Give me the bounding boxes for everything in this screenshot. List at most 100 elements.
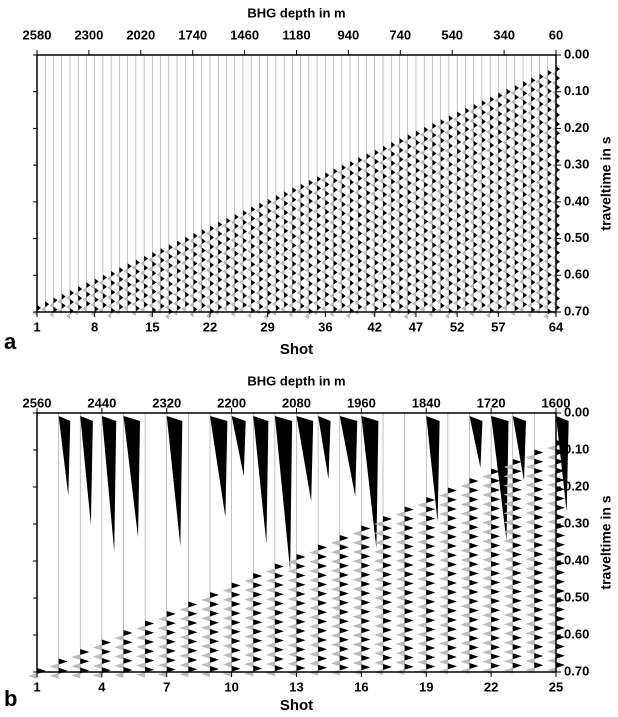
wavelet [519,168,524,175]
wavelet [234,232,239,239]
wavelet [440,201,445,208]
wavelet [491,570,501,577]
wavelet [411,273,416,280]
wavelet [173,291,178,298]
wavelet [92,672,102,679]
wavelet [514,222,519,229]
wavelet [86,282,91,289]
wavelet [387,183,392,190]
wavelet [189,256,194,263]
wavelet [193,287,198,294]
wavelet [407,180,412,187]
wavelet [556,477,565,483]
wavelet [465,236,470,243]
wavelet [82,287,87,294]
wavelet [325,273,330,280]
wavelet [556,578,565,585]
wavelet [447,515,457,522]
wavelet [333,251,338,258]
wavelet [417,650,427,656]
wavelet [512,634,522,641]
wavelet [374,296,379,303]
wavelet [387,312,392,319]
wavelet [119,285,124,292]
wavelet [477,206,482,213]
wavelet [527,174,532,181]
wavelet [407,161,412,168]
wavelet [275,231,280,238]
wavelet [440,229,445,236]
wavelet [259,294,264,301]
wavelet [152,288,157,295]
wavelet [127,281,132,288]
wavelet [494,281,499,288]
wavelet [292,205,297,212]
wavelet [362,305,367,312]
wavelet [543,276,548,283]
wavelet [556,504,565,511]
wavelet [242,210,247,217]
wavelet [329,283,334,290]
wavelet [189,283,194,290]
wavelet [119,267,124,274]
wavelet [514,241,519,248]
wavelet [420,186,425,193]
wavelet [49,311,54,318]
wavelet [503,593,513,600]
wavelet [287,633,297,639]
wavelet [556,148,560,155]
wavelet [210,225,214,232]
wavelet [404,506,414,513]
wavelet [383,274,387,281]
wavelet [514,158,519,165]
wavelet [426,416,440,523]
wavelet [510,190,515,197]
wavelet [144,283,149,290]
wavelet [448,188,453,195]
wavelet [395,511,405,518]
wavelet [185,282,190,289]
wavelet [300,275,305,282]
wavelet [244,578,254,584]
wavelet [440,119,445,126]
wavelet [395,271,400,278]
wavelet [296,600,306,607]
wavelet [534,523,544,530]
wavelet [531,260,536,267]
wavelet [531,242,536,249]
wavelet [547,78,552,85]
wavelet [469,487,479,494]
wavelet [506,189,511,196]
wavelet [519,233,524,240]
wavelet [539,137,544,144]
wavelet [337,279,342,286]
wavelet [214,290,219,297]
wavelet [547,235,552,242]
wavelet [411,181,416,188]
wavelet [556,569,565,576]
wavelet [436,170,441,177]
wavelet [535,225,540,232]
wavelet [503,473,513,480]
wavelet [490,279,495,286]
wavelet [148,293,153,300]
wavelet [469,191,474,198]
wavelet [440,302,445,309]
wavelet [201,624,210,631]
wavelet [379,242,383,249]
wavelet [387,174,392,181]
wavelet [477,178,482,185]
wavelet [465,107,470,114]
wavelet [201,597,210,603]
wavelet [346,285,351,292]
wavelet [164,249,169,256]
wavelet [510,236,515,243]
wavelet [512,570,522,576]
wavelet [309,660,319,667]
wavelet [361,608,371,615]
wavelet [417,603,427,610]
wavelet [140,260,145,267]
wavelet [426,654,436,661]
wavelet [374,186,379,193]
wavelet [350,215,355,222]
